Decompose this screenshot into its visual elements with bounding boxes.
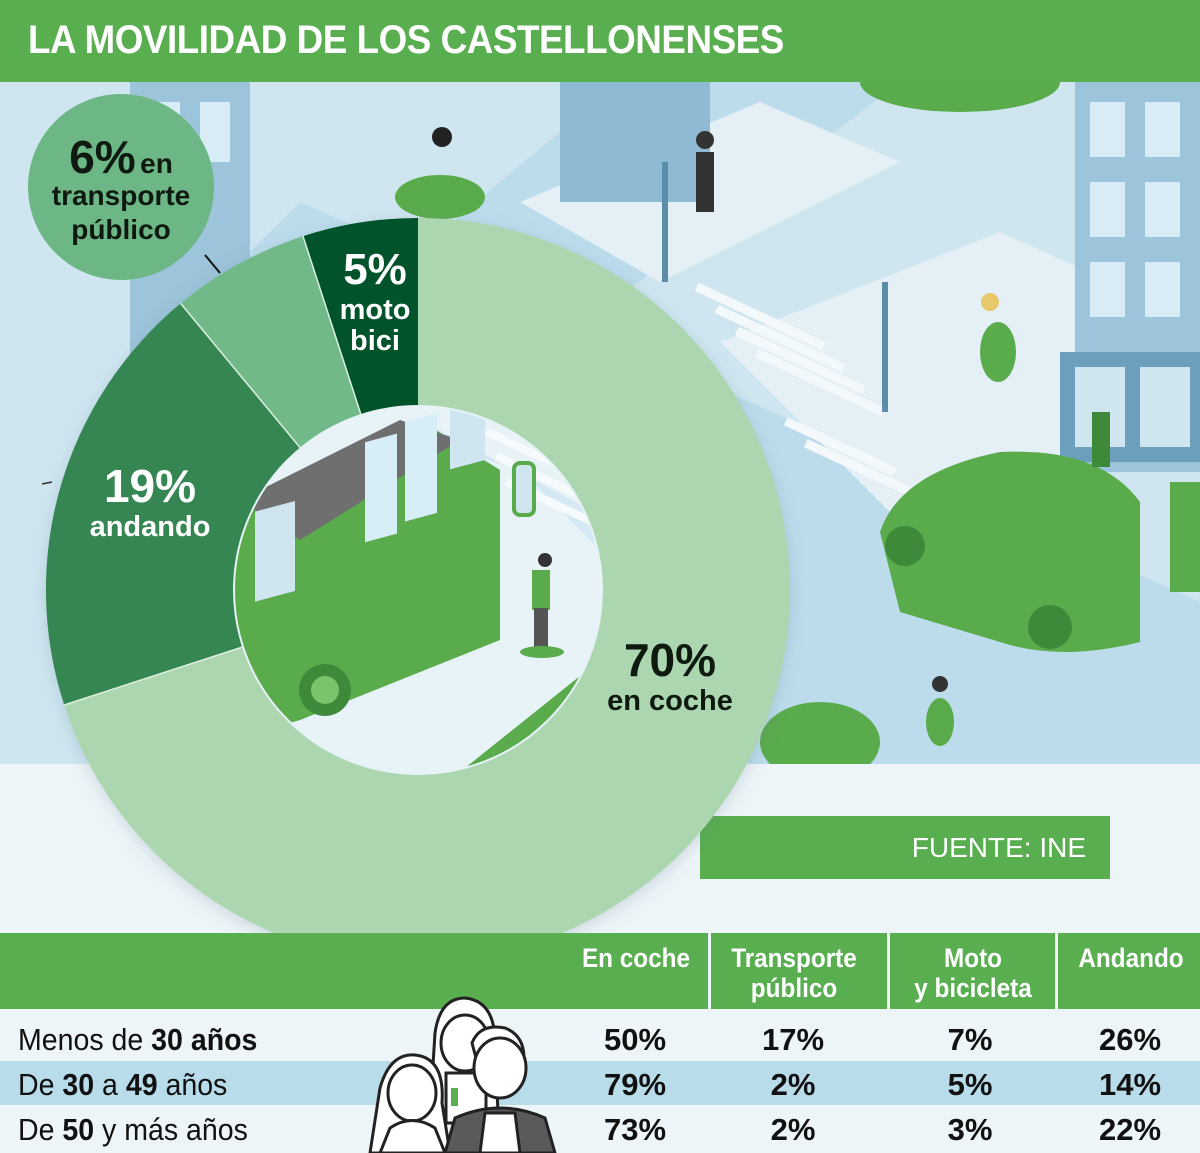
moto-line1: moto [339, 294, 411, 326]
row-label: Menos de 30 años [18, 1022, 258, 1057]
cell-moto: 7% [947, 1022, 993, 1057]
cell-andando: 14% [1098, 1067, 1162, 1102]
coche-text: en coche [607, 685, 733, 717]
cell-moto: 5% [947, 1067, 993, 1102]
cell-coche: 50% [603, 1022, 667, 1057]
table-row: De 50 y más años 73% 2% 3% 22% [0, 1106, 1200, 1150]
slice-moto [303, 218, 418, 415]
col-header-transporte-line2: público [750, 973, 838, 1003]
label-coche: 70% en coche [560, 637, 780, 716]
transporte-line3: público [71, 214, 171, 245]
bus-illustration-icon [234, 406, 602, 774]
cell-coche: 73% [603, 1112, 667, 1147]
cell-moto: 3% [947, 1112, 993, 1147]
people-illustration-icon [368, 996, 557, 1153]
table-header: En coche Transporte público Moto y bicic… [0, 933, 1200, 1009]
moto-line2: bici [350, 325, 400, 357]
coche-percent: 70% [623, 634, 717, 686]
header-divider [887, 933, 890, 1009]
cell-andando: 22% [1098, 1112, 1162, 1147]
andando-percent: 19% [103, 460, 197, 512]
header-divider [1055, 933, 1058, 1009]
age-table: En coche Transporte público Moto y bicic… [0, 933, 1200, 1153]
transporte-line2: transporte [51, 180, 191, 211]
col-header-moto: Moto y bicicleta [901, 943, 1045, 1003]
slice-transporte [180, 236, 362, 449]
col-header-andando: Andando [1078, 943, 1184, 973]
col-header-moto-line2: y bicicleta [914, 973, 1032, 1003]
slice-coche [64, 218, 790, 960]
row-label: De 50 y más años [18, 1112, 248, 1147]
transporte-bubble: 6% en transporte público [28, 94, 214, 280]
cell-coche: 79% [603, 1067, 667, 1102]
leader-lines [41, 254, 221, 485]
table-row: Menos de 30 años 50% 17% 7% 26% [0, 1016, 1200, 1060]
source-banner: FUENTE: INE [700, 816, 1110, 879]
cell-transporte: 2% [770, 1112, 816, 1147]
col-header-coche: En coche [581, 943, 691, 973]
transporte-en: en [140, 148, 173, 179]
label-moto: 5% moto bici [325, 248, 425, 356]
label-andando: 19% andando [60, 463, 240, 542]
title-bar: LA MOVILIDAD DE LOS CASTELLONENSES [0, 0, 1200, 82]
transporte-percent: 6% [69, 131, 136, 183]
col-header-moto-line1: Moto [943, 943, 1003, 973]
cell-transporte: 2% [770, 1067, 816, 1102]
andando-text: andando [89, 511, 211, 543]
cell-transporte: 17% [761, 1022, 825, 1057]
header-divider [708, 933, 711, 1009]
table-row: De 30 a 49 años 79% 2% 5% 14% [0, 1061, 1200, 1105]
moto-percent: 5% [343, 245, 407, 294]
col-header-transporte: Transporte público [722, 943, 866, 1003]
transporte-line1: 6% en [28, 130, 214, 184]
slice-andando [45, 303, 301, 705]
row-label: De 30 a 49 años [18, 1067, 228, 1102]
col-header-transporte-line1: Transporte [731, 943, 857, 973]
donut-chart [45, 218, 790, 960]
source-label: FUENTE: INE [911, 832, 1086, 863]
page-title: LA MOVILIDAD DE LOS CASTELLONENSES [28, 18, 784, 62]
cell-andando: 26% [1098, 1022, 1162, 1057]
